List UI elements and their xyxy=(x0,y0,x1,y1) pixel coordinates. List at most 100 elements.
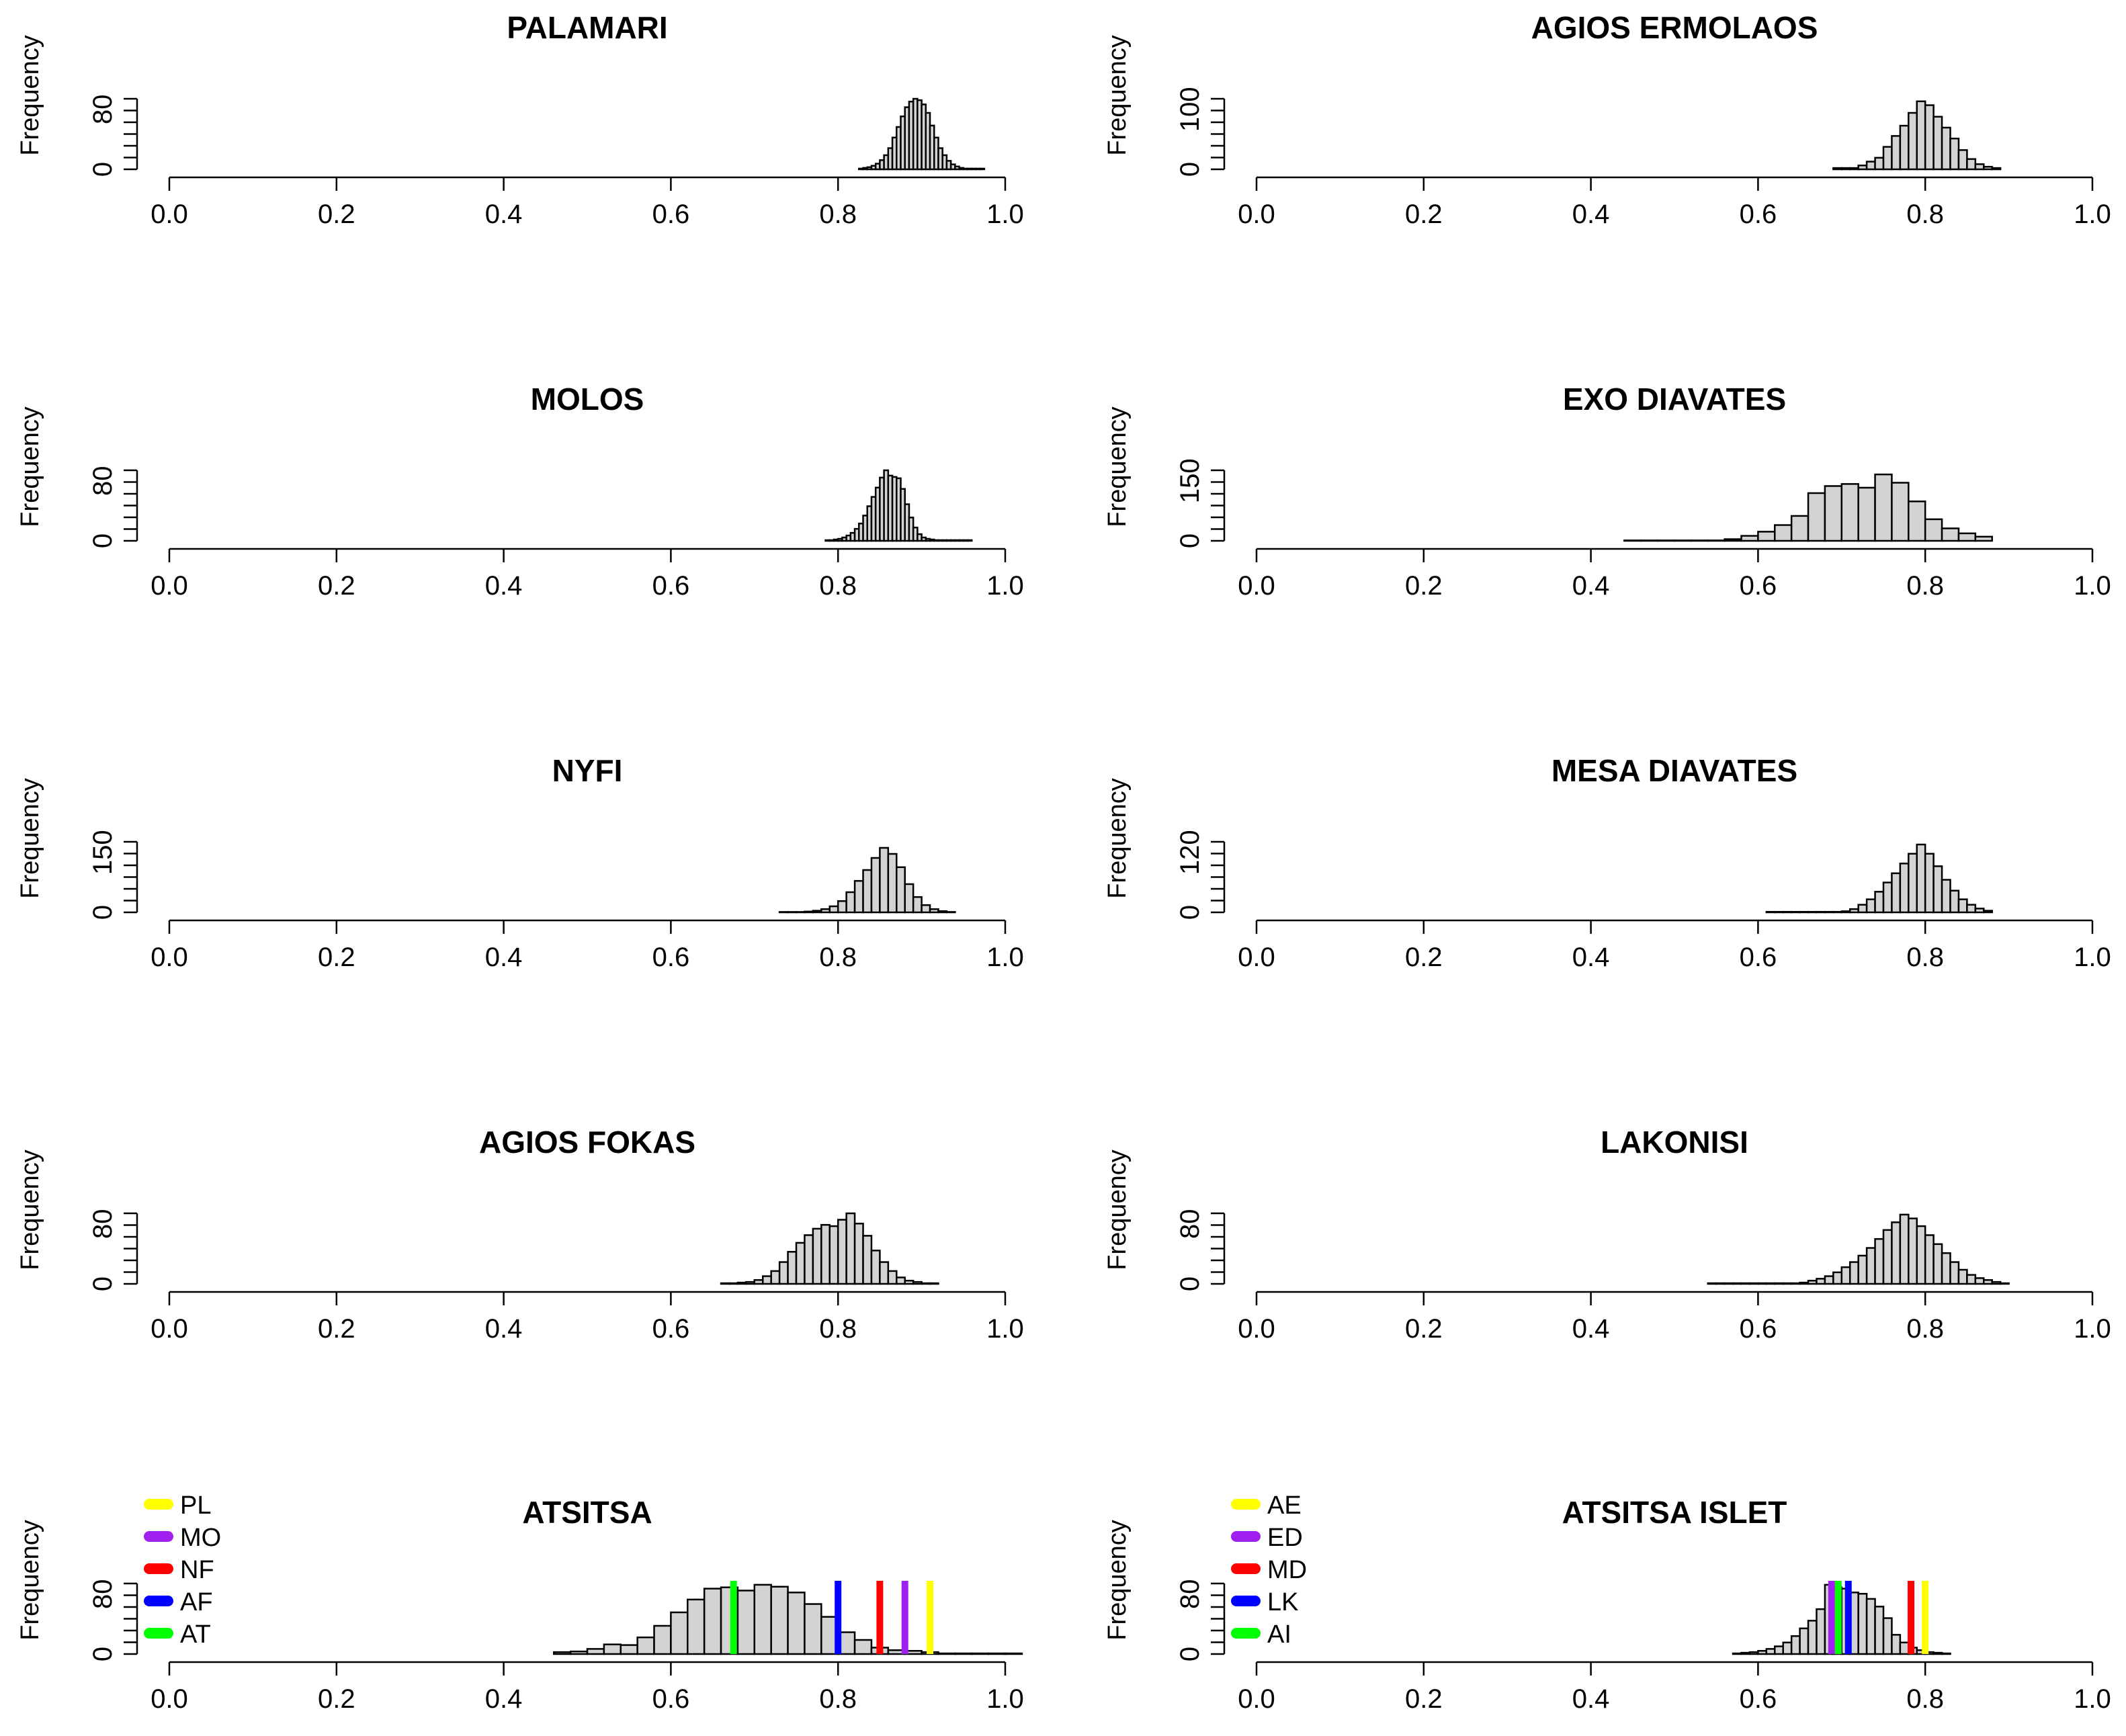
panel-atsitsa-islet: ATSITSA ISLET Frequency 0.0 0.2 0.4 0.6 0.8 1.0… xyxy=(1103,1491,2111,1714)
x-tick-label: 0.4 xyxy=(1572,1314,1610,1344)
histogram-bar xyxy=(1840,1266,1851,1285)
histogram-bar xyxy=(845,1212,856,1285)
histogram-bar xyxy=(1774,1645,1784,1655)
x-tick-label: 0.8 xyxy=(1906,571,1944,601)
panel-title: PALAMARI xyxy=(507,10,667,45)
bars xyxy=(1707,1213,2010,1285)
legend-label: AE xyxy=(1267,1491,1302,1520)
histogram-bar xyxy=(1957,149,1968,171)
histogram-bar xyxy=(1941,1252,1951,1285)
legend-label: MO xyxy=(180,1524,221,1552)
histogram-bar xyxy=(896,1276,906,1285)
histogram-bar xyxy=(703,1588,722,1655)
x-tick-label: 0.4 xyxy=(485,943,523,972)
histogram-bar xyxy=(1949,889,1960,914)
histogram-bar xyxy=(1874,1606,1885,1655)
bars xyxy=(1765,843,1993,914)
histogram-bar xyxy=(870,857,881,914)
histogram-bar xyxy=(1991,167,2002,171)
legend-label: PL xyxy=(180,1491,211,1520)
histogram-bar xyxy=(837,900,847,914)
histogram-bar xyxy=(1004,1652,1023,1655)
y-axis-label: Frequency xyxy=(16,1149,44,1270)
panel-title: NYFI xyxy=(552,753,623,788)
histogram-bar xyxy=(687,1598,706,1655)
x-tick-label: 0.8 xyxy=(1906,943,1944,972)
histogram-bar xyxy=(1848,908,1859,914)
histogram-bar xyxy=(1874,1238,1885,1285)
histogram-bar xyxy=(1774,1282,1784,1285)
histogram-bar xyxy=(970,1652,990,1655)
histogram-bar xyxy=(1724,1282,1734,1285)
histogram-bar xyxy=(795,1242,806,1285)
histogram-bar xyxy=(1656,539,1676,542)
histogram-bar xyxy=(603,1643,622,1655)
histogram-bar xyxy=(1983,910,1993,914)
histogram-bar xyxy=(1949,1261,1960,1285)
x-tick-label: 0.6 xyxy=(1740,1684,1777,1714)
x-tick-label: 0.0 xyxy=(151,943,188,972)
histogram-bar xyxy=(1748,1651,1759,1655)
histogram-bar xyxy=(753,1583,772,1655)
histogram-bar xyxy=(1790,1282,1801,1285)
x-tick-label: 0.0 xyxy=(151,571,188,601)
histogram-bar xyxy=(1974,163,1985,171)
legend-label: AT xyxy=(180,1620,211,1649)
histogram-bar xyxy=(1908,501,1926,542)
y-tick-label: 80 xyxy=(1175,1209,1205,1240)
x-tick-label: 0.6 xyxy=(652,1684,690,1714)
x-tick-label: 0.2 xyxy=(1405,200,1443,229)
histogram-bar xyxy=(1782,1641,1793,1655)
x-tick-label: 0.2 xyxy=(318,1684,355,1714)
y-tick-label: 80 xyxy=(88,466,118,496)
y-tick-label: 0 xyxy=(1175,905,1205,920)
x-tick-label: 0.2 xyxy=(318,200,355,229)
histogram-bar xyxy=(1816,1608,1826,1655)
histogram-bar xyxy=(636,1636,655,1655)
histogram-bar xyxy=(879,1261,890,1285)
histogram-bar xyxy=(787,1251,798,1285)
histogram-bar xyxy=(1916,843,1926,914)
histogram-bar xyxy=(1882,146,1893,171)
x-tick-label: 0.4 xyxy=(1572,943,1610,972)
histogram-bar xyxy=(1983,1279,1993,1285)
y-tick-label: 80 xyxy=(88,95,118,125)
x-tick-label: 0.4 xyxy=(485,571,523,601)
legend-label: AF xyxy=(180,1588,213,1616)
histogram-bar xyxy=(1941,879,1951,914)
y-axis-label: Frequency xyxy=(1103,35,1132,156)
histogram-bar xyxy=(569,1650,589,1655)
panel-atsitsa: ATSITSA Frequency 0.0 0.2 0.4 0.6 0.8 1.0 0 80 PL M… xyxy=(16,1491,1024,1714)
x-tick-label: 0.8 xyxy=(819,571,857,601)
histogram-bar xyxy=(1991,1281,2002,1285)
bars xyxy=(720,1212,939,1285)
histogram-bar xyxy=(1807,1620,1818,1655)
histogram-bar xyxy=(1857,1593,1868,1655)
histogram-bar xyxy=(1757,531,1776,542)
x-tick-label: 0.4 xyxy=(485,1314,523,1344)
histogram-bar xyxy=(1724,538,1742,542)
histogram-bar xyxy=(1765,1648,1776,1655)
histogram-bar xyxy=(1891,482,1910,542)
histogram-bar xyxy=(1816,1278,1826,1285)
x-tick-label: 0.0 xyxy=(1238,1314,1275,1344)
x-tick-label: 0.2 xyxy=(1405,571,1443,601)
y-axis-label: Frequency xyxy=(16,778,44,899)
histogram-bar xyxy=(745,1281,756,1285)
x-tick-label: 0.4 xyxy=(485,200,523,229)
x-tick-label: 0.6 xyxy=(652,943,690,972)
y-tick-label: 150 xyxy=(88,830,118,875)
histogram-bar xyxy=(1899,1641,1910,1655)
y-tick-label: 0 xyxy=(88,1647,118,1661)
histogram-bar xyxy=(1865,1598,1876,1655)
y-axis-label: Frequency xyxy=(1103,778,1132,899)
histogram-bar xyxy=(954,1652,973,1655)
y-tick-label: 150 xyxy=(1175,458,1205,503)
histogram-bar xyxy=(812,1227,822,1285)
x-tick-label: 0.6 xyxy=(1740,943,1777,972)
y-axis-label: Frequency xyxy=(1103,1520,1132,1641)
histogram-bar xyxy=(904,1279,915,1285)
x-tick-label: 0.6 xyxy=(1740,571,1777,601)
x-tick-label: 0.0 xyxy=(151,1314,188,1344)
histogram-bar xyxy=(904,883,915,914)
